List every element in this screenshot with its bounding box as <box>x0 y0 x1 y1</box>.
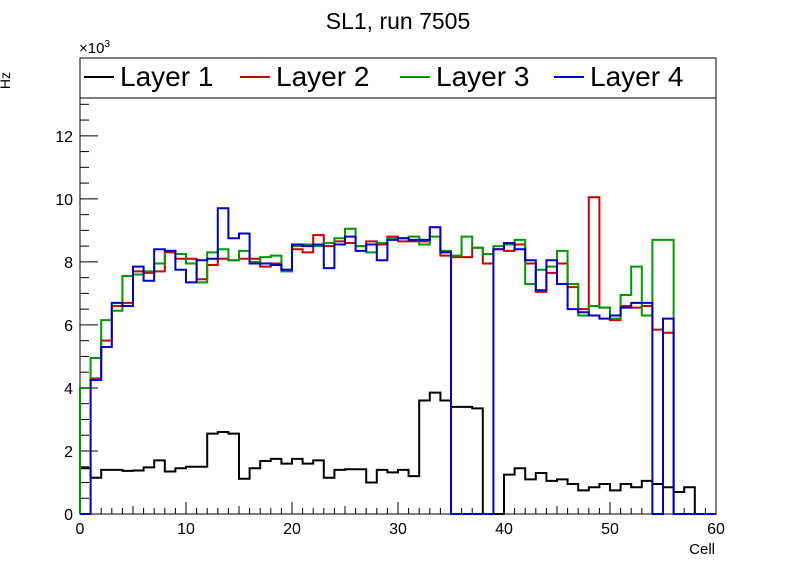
y-axis-label: Hz <box>0 72 13 89</box>
y-tick-label: 12 <box>55 129 73 146</box>
y-tick-label: 0 <box>64 507 73 524</box>
y-tick-label: 6 <box>64 318 73 335</box>
legend-label-layer-1: Layer 1 <box>120 61 213 92</box>
axes: 0 10 20 30 40 50 60 0 2 4 6 8 10 12 <box>55 97 725 538</box>
legend: Layer 1 Layer 2 Layer 3 Layer 4 <box>79 57 717 99</box>
legend-label-layer-4: Layer 4 <box>590 61 683 92</box>
x-tick-label: 60 <box>707 521 725 538</box>
chart-title: SL1, run 7505 <box>326 8 471 34</box>
legend-label-layer-3: Layer 3 <box>436 61 529 92</box>
y-tick-label: 8 <box>64 255 73 272</box>
x-tick-label: 20 <box>283 521 301 538</box>
series-line-layer-3 <box>79 227 716 515</box>
y-multiplier: ×103 <box>79 39 110 57</box>
y-multiplier-base: ×10 <box>79 40 104 57</box>
legend-box <box>79 57 717 99</box>
x-tick-label: 30 <box>389 521 407 538</box>
y-tick-label: 4 <box>64 381 73 398</box>
y-tick-label: 2 <box>64 444 73 461</box>
series-line-layer-4 <box>80 207 716 515</box>
legend-label-layer-2: Layer 2 <box>276 61 369 92</box>
y-tick-label: 10 <box>55 192 73 209</box>
series-line-layer-1 <box>79 391 716 515</box>
x-tick-label: 10 <box>177 521 195 538</box>
data-series <box>79 196 716 515</box>
y-multiplier-exponent: 3 <box>104 39 110 50</box>
x-axis-label: Cell <box>689 541 715 558</box>
x-tick-label: 40 <box>495 521 513 538</box>
x-tick-label: 50 <box>601 521 619 538</box>
x-tick-label: 0 <box>76 521 85 538</box>
